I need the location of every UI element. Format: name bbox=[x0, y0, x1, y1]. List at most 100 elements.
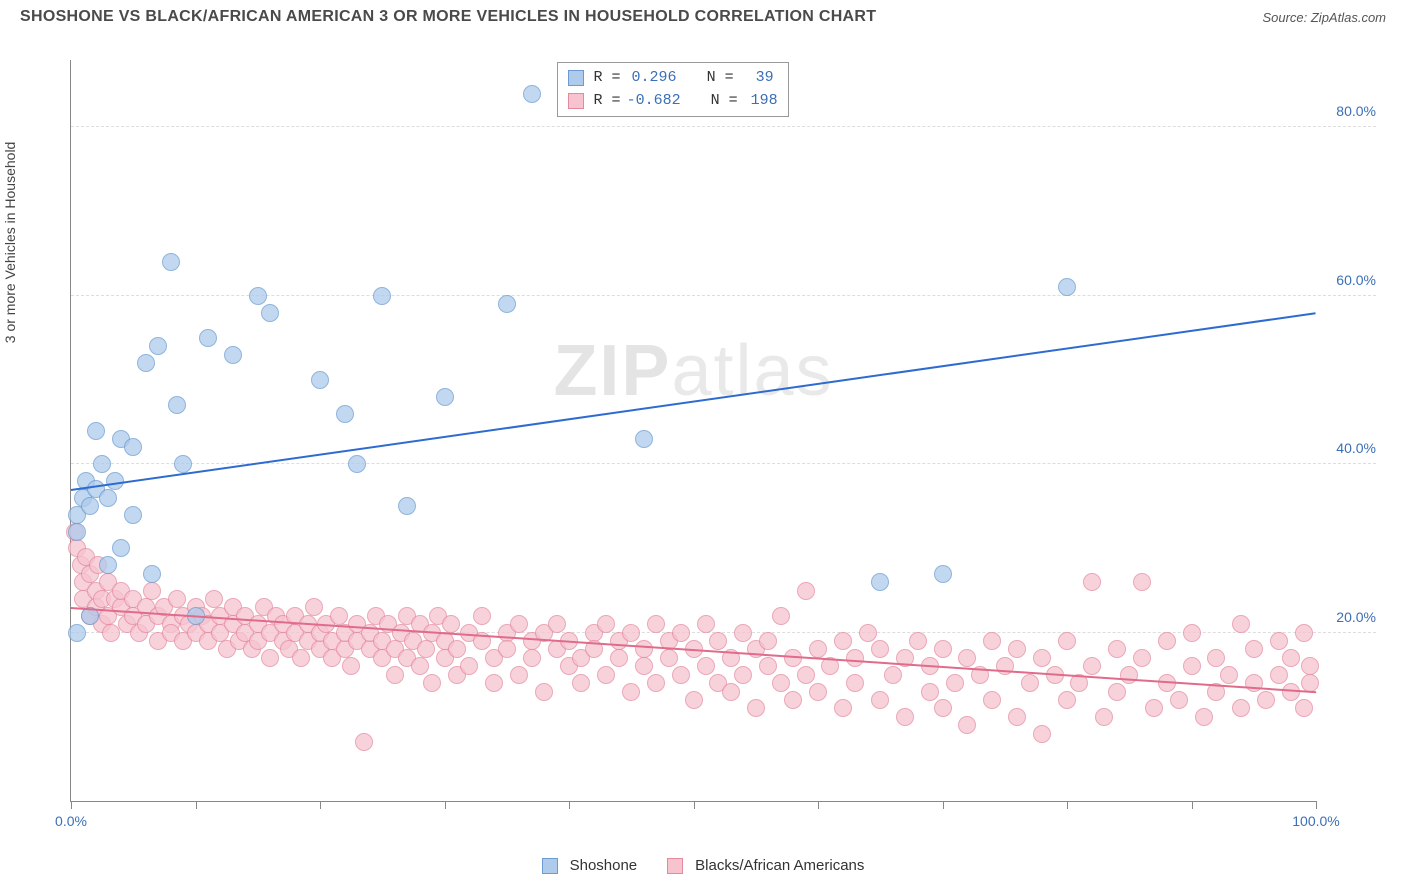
point-shoshone bbox=[143, 565, 161, 583]
point-shoshone bbox=[523, 85, 541, 103]
x-max-label: 100.0% bbox=[1292, 813, 1339, 829]
point-black bbox=[846, 674, 864, 692]
point-black bbox=[1207, 649, 1225, 667]
point-shoshone bbox=[68, 523, 86, 541]
point-black bbox=[896, 708, 914, 726]
point-black bbox=[784, 691, 802, 709]
point-black bbox=[510, 666, 528, 684]
point-shoshone bbox=[261, 304, 279, 322]
stats-row: R =0.296 N =39 bbox=[568, 67, 778, 90]
point-black bbox=[342, 657, 360, 675]
point-black bbox=[1145, 699, 1163, 717]
point-black bbox=[1270, 666, 1288, 684]
point-black bbox=[448, 640, 466, 658]
point-shoshone bbox=[498, 295, 516, 313]
point-black bbox=[1158, 632, 1176, 650]
point-black bbox=[1257, 691, 1275, 709]
y-tick-label: 60.0% bbox=[1336, 272, 1376, 288]
point-shoshone bbox=[199, 329, 217, 347]
point-black bbox=[622, 624, 640, 642]
point-black bbox=[1220, 666, 1238, 684]
point-black bbox=[734, 624, 752, 642]
point-shoshone bbox=[398, 497, 416, 515]
x-tick bbox=[569, 801, 570, 809]
trend-shoshone bbox=[71, 313, 1316, 492]
point-black bbox=[647, 674, 665, 692]
stat-n-value: 198 bbox=[744, 90, 778, 113]
stat-r-value: 0.296 bbox=[627, 67, 677, 90]
point-black bbox=[660, 649, 678, 667]
y-tick-label: 80.0% bbox=[1336, 103, 1376, 119]
legend-label-black: Blacks/African Americans bbox=[695, 857, 864, 874]
x-tick bbox=[1067, 801, 1068, 809]
x-tick bbox=[71, 801, 72, 809]
point-shoshone bbox=[124, 506, 142, 524]
x-tick bbox=[320, 801, 321, 809]
chart-header: SHOSHONE VS BLACK/AFRICAN AMERICAN 3 OR … bbox=[0, 0, 1406, 32]
point-shoshone bbox=[149, 337, 167, 355]
point-black bbox=[1270, 632, 1288, 650]
point-black bbox=[572, 674, 590, 692]
point-shoshone bbox=[348, 455, 366, 473]
point-black bbox=[1232, 699, 1250, 717]
legend-item-black: Blacks/African Americans bbox=[667, 857, 864, 874]
x-tick bbox=[694, 801, 695, 809]
point-black bbox=[597, 615, 615, 633]
point-black bbox=[143, 582, 161, 600]
point-black bbox=[958, 649, 976, 667]
point-black bbox=[747, 699, 765, 717]
point-black bbox=[1058, 691, 1076, 709]
point-black bbox=[622, 683, 640, 701]
point-black bbox=[1033, 725, 1051, 743]
grid-line bbox=[71, 463, 1376, 464]
point-shoshone bbox=[635, 430, 653, 448]
watermark-bold: ZIP bbox=[553, 331, 671, 411]
point-shoshone bbox=[124, 438, 142, 456]
stats-row: R =-0.682 N =198 bbox=[568, 90, 778, 113]
swatch-shoshone bbox=[542, 858, 558, 874]
point-black bbox=[610, 649, 628, 667]
point-black bbox=[205, 590, 223, 608]
point-black bbox=[168, 590, 186, 608]
x-min-label: 0.0% bbox=[55, 813, 87, 829]
point-shoshone bbox=[436, 388, 454, 406]
stat-r-value: -0.682 bbox=[627, 90, 681, 113]
point-shoshone bbox=[1058, 278, 1076, 296]
point-shoshone bbox=[249, 287, 267, 305]
point-black bbox=[1058, 632, 1076, 650]
grid-line bbox=[71, 295, 1376, 296]
point-black bbox=[261, 649, 279, 667]
point-black bbox=[934, 699, 952, 717]
bottom-legend: Shoshone Blacks/African Americans bbox=[0, 857, 1406, 874]
chart-title: SHOSHONE VS BLACK/AFRICAN AMERICAN 3 OR … bbox=[20, 8, 876, 26]
point-black bbox=[1108, 640, 1126, 658]
point-shoshone bbox=[871, 573, 889, 591]
point-black bbox=[797, 582, 815, 600]
point-black bbox=[734, 666, 752, 684]
point-black bbox=[1108, 683, 1126, 701]
point-black bbox=[1021, 674, 1039, 692]
point-black bbox=[772, 674, 790, 692]
stats-swatch bbox=[568, 93, 584, 109]
chart-container: 3 or more Vehicles in Household ZIPatlas… bbox=[20, 40, 1386, 832]
point-black bbox=[1183, 657, 1201, 675]
point-black bbox=[460, 657, 478, 675]
point-shoshone bbox=[112, 539, 130, 557]
x-tick bbox=[1316, 801, 1317, 809]
point-black bbox=[722, 683, 740, 701]
point-shoshone bbox=[336, 405, 354, 423]
point-black bbox=[859, 624, 877, 642]
point-black bbox=[759, 657, 777, 675]
point-black bbox=[102, 624, 120, 642]
point-black bbox=[871, 691, 889, 709]
point-black bbox=[1295, 624, 1313, 642]
point-black bbox=[909, 632, 927, 650]
point-black bbox=[759, 632, 777, 650]
point-black bbox=[1033, 649, 1051, 667]
point-black bbox=[305, 598, 323, 616]
stats-box: R =0.296 N =39R =-0.682 N =198 bbox=[557, 62, 789, 117]
point-black bbox=[1083, 573, 1101, 591]
point-black bbox=[523, 649, 541, 667]
point-shoshone bbox=[68, 624, 86, 642]
point-black bbox=[535, 683, 553, 701]
